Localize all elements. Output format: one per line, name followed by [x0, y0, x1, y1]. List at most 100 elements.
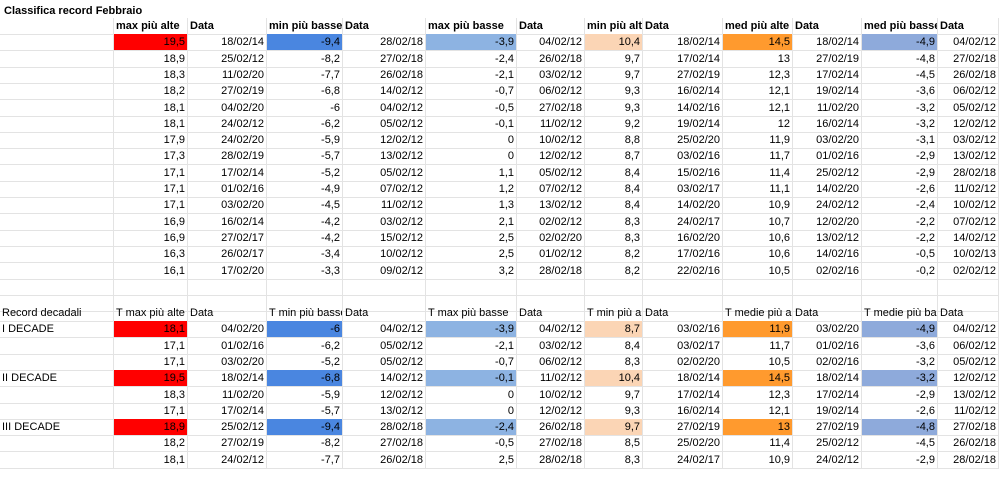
record-value-cell[interactable]: 10,9 — [723, 197, 793, 215]
decade-date-cell[interactable]: 04/02/12 — [343, 321, 426, 339]
empty-cell[interactable] — [793, 295, 862, 313]
record-value-cell[interactable]: -7,7 — [267, 66, 343, 84]
record-date-cell[interactable]: 03/02/16 — [643, 148, 723, 166]
record-value-cell[interactable]: -6,2 — [267, 115, 343, 133]
decade-date-cell[interactable]: 06/02/12 — [517, 353, 585, 371]
record-value-cell[interactable]: 11,1 — [723, 181, 793, 198]
record-date-cell[interactable]: 16/02/14 — [643, 83, 723, 101]
decade-date-cell[interactable]: 18/02/14 — [793, 370, 862, 388]
record-value-cell[interactable]: 11,9 — [723, 132, 793, 150]
decade-value-cell[interactable]: 0 — [426, 402, 517, 420]
record-date-cell[interactable]: 13/02/12 — [517, 197, 585, 215]
decade-value-cell[interactable]: 14,5 — [723, 370, 793, 388]
record-value-cell[interactable]: 16,3 — [114, 246, 188, 264]
empty-cell[interactable] — [114, 295, 188, 313]
decade-date-cell[interactable]: 03/02/17 — [643, 337, 723, 355]
record-value-cell[interactable]: 18,9 — [114, 50, 188, 68]
decade-label-cell[interactable] — [0, 337, 114, 355]
record-date-cell[interactable]: 11/02/12 — [517, 115, 585, 133]
record-value-cell[interactable]: 10,5 — [723, 262, 793, 280]
decade-date-cell[interactable]: 03/02/16 — [643, 321, 723, 339]
header-blank-cell[interactable] — [0, 18, 114, 35]
record-date-cell[interactable]: 12/02/12 — [517, 148, 585, 166]
record-value-cell[interactable]: 14,5 — [723, 34, 793, 52]
decade-value-cell[interactable]: 8,3 — [585, 353, 643, 371]
decade-date-cell[interactable]: 12/02/12 — [517, 402, 585, 420]
record-value-cell[interactable]: -2,9 — [862, 164, 938, 182]
decade-label-cell[interactable] — [0, 451, 114, 469]
decade-label-cell[interactable]: I DECADE — [0, 321, 114, 339]
decade-value-cell[interactable]: 9,3 — [585, 402, 643, 420]
decade-header-cell[interactable]: T max più basse — [426, 305, 517, 322]
decade-date-cell[interactable]: 11/02/12 — [517, 370, 585, 388]
record-date-cell[interactable]: 25/02/12 — [188, 50, 267, 68]
record-value-cell[interactable]: -3,9 — [426, 34, 517, 52]
record-value-cell[interactable]: 9,7 — [585, 50, 643, 68]
record-value-cell[interactable]: 8,3 — [585, 229, 643, 247]
decade-date-cell[interactable]: 14/02/12 — [343, 370, 426, 388]
decade-date-cell[interactable]: 28/02/18 — [343, 419, 426, 437]
decade-date-cell[interactable]: 27/02/18 — [938, 419, 999, 437]
record-value-cell[interactable]: -2,9 — [862, 148, 938, 166]
decade-date-cell[interactable]: 01/02/16 — [188, 337, 267, 355]
record-date-cell[interactable]: 17/02/20 — [188, 262, 267, 280]
decade-date-cell[interactable]: 05/02/12 — [938, 353, 999, 371]
empty-cell[interactable] — [938, 278, 999, 296]
record-value-cell[interactable]: -0,7 — [426, 83, 517, 101]
decade-date-cell[interactable]: 25/02/20 — [643, 435, 723, 453]
record-value-cell[interactable]: -2,4 — [862, 197, 938, 215]
empty-cell[interactable] — [517, 278, 585, 296]
decade-header-cell[interactable]: Record decadali — [0, 305, 114, 322]
record-date-cell[interactable]: 24/02/17 — [643, 213, 723, 231]
empty-cell[interactable] — [643, 295, 723, 313]
decade-header-cell[interactable]: T medie più alte — [723, 305, 793, 322]
record-date-cell[interactable]: 05/02/12 — [343, 115, 426, 133]
record-value-cell[interactable]: -8,2 — [267, 50, 343, 68]
row-label-cell[interactable] — [0, 229, 114, 247]
decade-value-cell[interactable]: 12,1 — [723, 402, 793, 420]
record-date-cell[interactable]: 19/02/14 — [793, 83, 862, 101]
empty-cell[interactable] — [0, 295, 114, 313]
decade-value-cell[interactable]: 18,1 — [114, 451, 188, 469]
record-date-cell[interactable]: 26/02/18 — [517, 50, 585, 68]
record-date-cell[interactable]: 04/02/12 — [517, 34, 585, 52]
record-date-cell[interactable]: 07/02/12 — [517, 181, 585, 198]
decade-value-cell[interactable]: 8,4 — [585, 337, 643, 355]
decade-label-cell[interactable] — [0, 386, 114, 404]
decade-date-cell[interactable]: 27/02/19 — [793, 419, 862, 437]
record-date-cell[interactable]: 10/02/13 — [938, 246, 999, 264]
record-date-cell[interactable]: 12/02/20 — [793, 213, 862, 231]
record-header-cell[interactable]: max più basse — [426, 18, 517, 35]
decade-value-cell[interactable]: 11,9 — [723, 321, 793, 339]
decade-value-cell[interactable]: 19,5 — [114, 370, 188, 388]
record-value-cell[interactable]: 16,1 — [114, 262, 188, 280]
decade-date-cell[interactable]: 03/02/20 — [793, 321, 862, 339]
record-date-cell[interactable]: 16/02/14 — [793, 115, 862, 133]
decade-label-cell[interactable]: III DECADE — [0, 419, 114, 437]
row-label-cell[interactable] — [0, 246, 114, 264]
decade-header-cell[interactable]: Data — [938, 305, 999, 322]
record-date-cell[interactable]: 03/02/12 — [343, 213, 426, 231]
record-date-cell[interactable]: 25/02/20 — [643, 132, 723, 150]
record-value-cell[interactable]: 1,2 — [426, 181, 517, 198]
empty-cell[interactable] — [862, 278, 938, 296]
empty-cell[interactable] — [0, 278, 114, 296]
record-value-cell[interactable]: 2,1 — [426, 213, 517, 231]
decade-value-cell[interactable]: 9,7 — [585, 419, 643, 437]
decade-value-cell[interactable]: -2,9 — [862, 386, 938, 404]
record-value-cell[interactable]: 8,2 — [585, 262, 643, 280]
decade-value-cell[interactable]: 11,4 — [723, 435, 793, 453]
decade-value-cell[interactable]: 17,1 — [114, 402, 188, 420]
record-value-cell[interactable]: 18,1 — [114, 115, 188, 133]
decade-value-cell[interactable]: -0,7 — [426, 353, 517, 371]
decade-header-cell[interactable]: T medie più basse — [862, 305, 938, 322]
record-date-cell[interactable]: 07/02/12 — [343, 181, 426, 198]
empty-cell[interactable] — [793, 278, 862, 296]
record-date-cell[interactable]: 26/02/18 — [938, 66, 999, 84]
record-value-cell[interactable]: 11,7 — [723, 148, 793, 166]
record-value-cell[interactable]: 16,9 — [114, 213, 188, 231]
decade-value-cell[interactable]: 2,5 — [426, 451, 517, 469]
record-value-cell[interactable]: -0,2 — [862, 262, 938, 280]
decade-date-cell[interactable]: 12/02/12 — [343, 386, 426, 404]
record-date-cell[interactable]: 24/02/20 — [188, 132, 267, 150]
